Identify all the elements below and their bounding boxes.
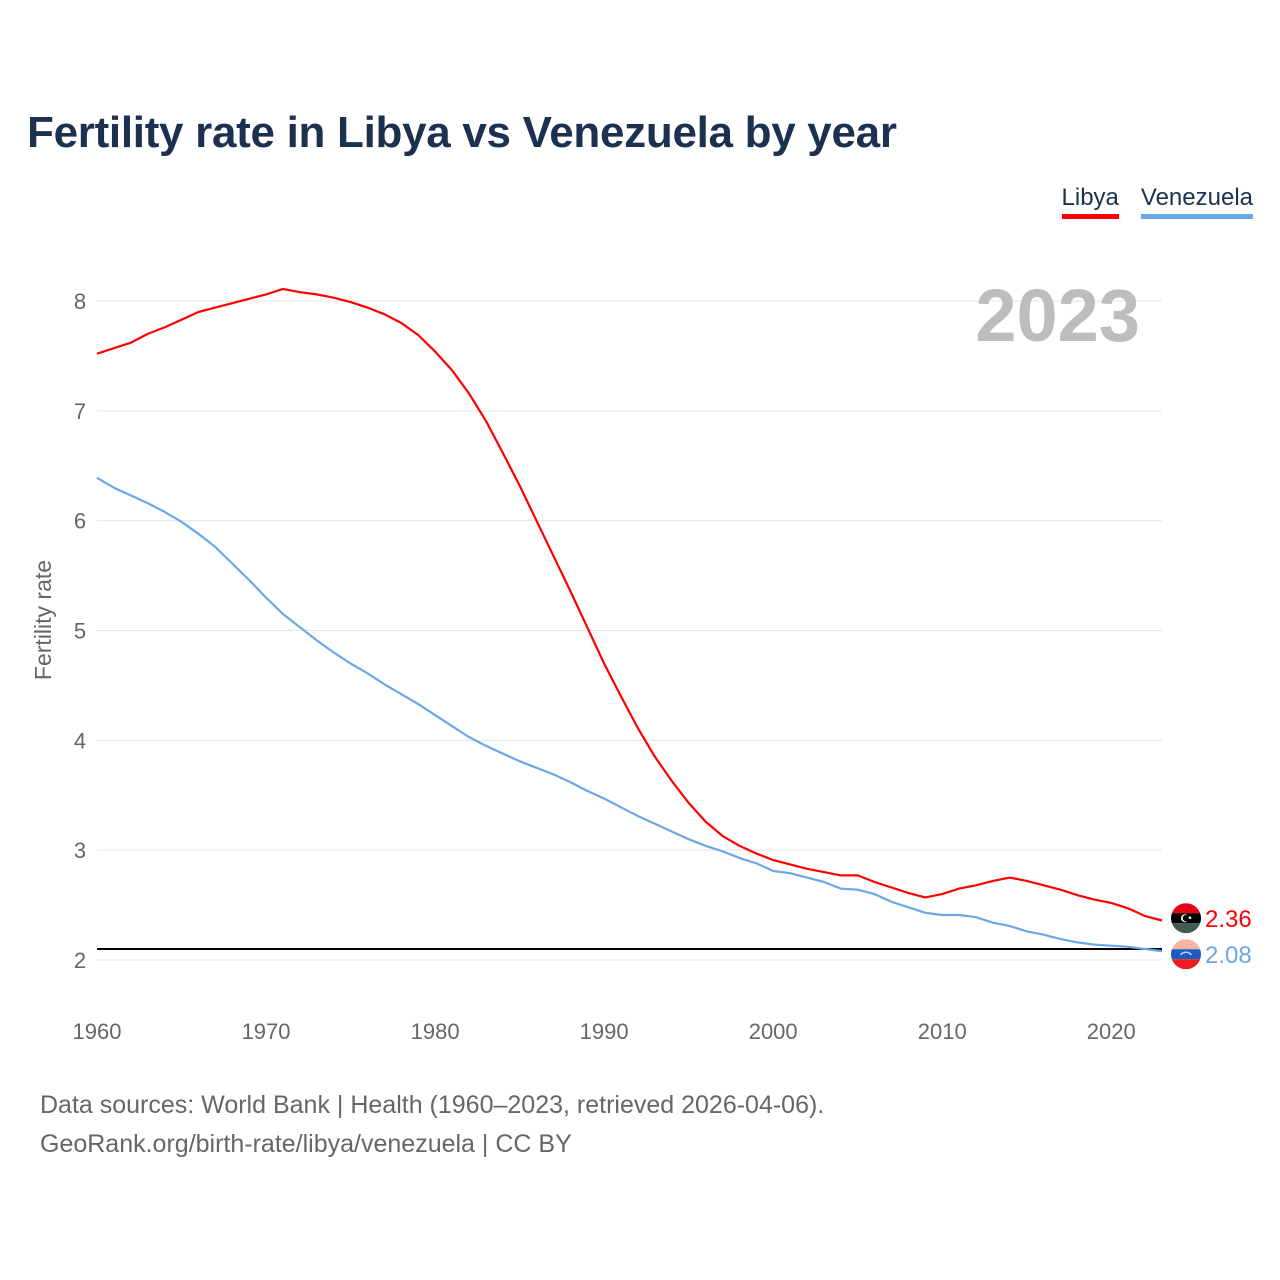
x-tick-label: 1960 [73,1019,122,1044]
legend-item-venezuela[interactable]: Venezuela [1140,184,1253,219]
y-tick-label: 4 [74,728,86,753]
y-tick-label: 6 [74,509,86,534]
venezuela-flag-icon [1171,939,1201,970]
y-tick-label: 3 [74,838,86,863]
x-tick-label: 1970 [242,1019,291,1044]
x-tick-label: 2000 [749,1019,798,1044]
series-line-venezuela [96,476,1163,953]
y-axis-label: Fertility rate [30,560,56,680]
legend-item-libya[interactable]: Libya [1061,184,1119,219]
year-label: 2023 [975,274,1140,357]
y-tick-label: 5 [74,619,86,644]
end-value-label-libya: 2.36 [1205,906,1252,933]
footer: Data sources: World Bank | Health (1960–… [40,1086,824,1164]
y-tick-label: 8 [74,289,86,314]
series-line-libya [96,287,1163,922]
footer-sources: Data sources: World Bank | Health (1960–… [40,1091,825,1119]
y-tick-label: 2 [74,948,86,973]
x-tick-label: 2010 [918,1019,967,1044]
x-tick-label: 1980 [411,1019,460,1044]
chart-title: Fertility rate in Libya vs Venezuela by … [27,108,897,157]
x-tick-label: 2020 [1087,1019,1136,1044]
y-tick-label: 7 [74,399,86,424]
footer-link[interactable]: GeoRank.org/birth-rate/libya/venezuela |… [40,1130,572,1158]
end-value-label-venezuela: 2.08 [1205,942,1252,969]
x-tick-label: 1990 [580,1019,629,1044]
legend: Libya Venezuela [1061,184,1253,219]
libya-flag-icon [1171,903,1201,934]
